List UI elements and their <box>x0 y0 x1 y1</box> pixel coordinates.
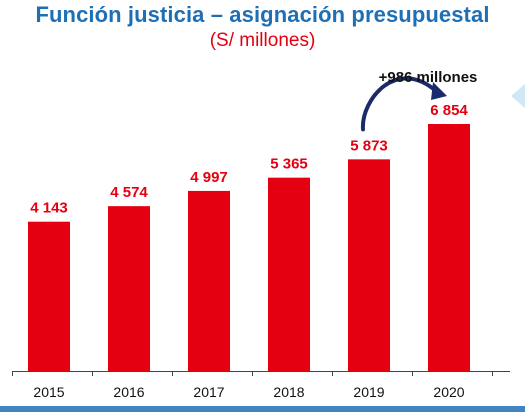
bar-2015 <box>28 221 70 371</box>
chart-subtitle: (S/ millones) <box>209 30 316 51</box>
bar-2019 <box>348 159 390 371</box>
value-label-2019: 5 873 <box>350 137 388 154</box>
x-tick-label-2017: 2017 <box>193 384 224 400</box>
x-tick-label-2020: 2020 <box>433 384 464 400</box>
bar-2018 <box>268 177 310 371</box>
value-label-2015: 4 143 <box>30 200 68 217</box>
bottom-strip <box>0 406 525 412</box>
bar-2020 <box>428 124 470 371</box>
bar-2017 <box>188 190 230 371</box>
value-label-2016: 4 574 <box>110 184 148 201</box>
value-label-2017: 4 997 <box>190 169 228 186</box>
bar-2016 <box>108 206 150 371</box>
annotation-arrowhead <box>431 82 447 100</box>
chart-title: Función justicia – asignación presupuest… <box>35 2 490 27</box>
value-label-2020: 6 854 <box>430 102 468 119</box>
x-tick-label-2018: 2018 <box>273 384 304 400</box>
annotation-label: +986 millones <box>379 69 478 86</box>
decorative-shape <box>511 84 525 108</box>
x-tick-label-2016: 2016 <box>113 384 144 400</box>
annotation-arrow <box>360 76 439 132</box>
x-tick-label-2015: 2015 <box>33 384 64 400</box>
x-tick-label-2019: 2019 <box>353 384 384 400</box>
value-label-2018: 5 365 <box>270 156 308 173</box>
